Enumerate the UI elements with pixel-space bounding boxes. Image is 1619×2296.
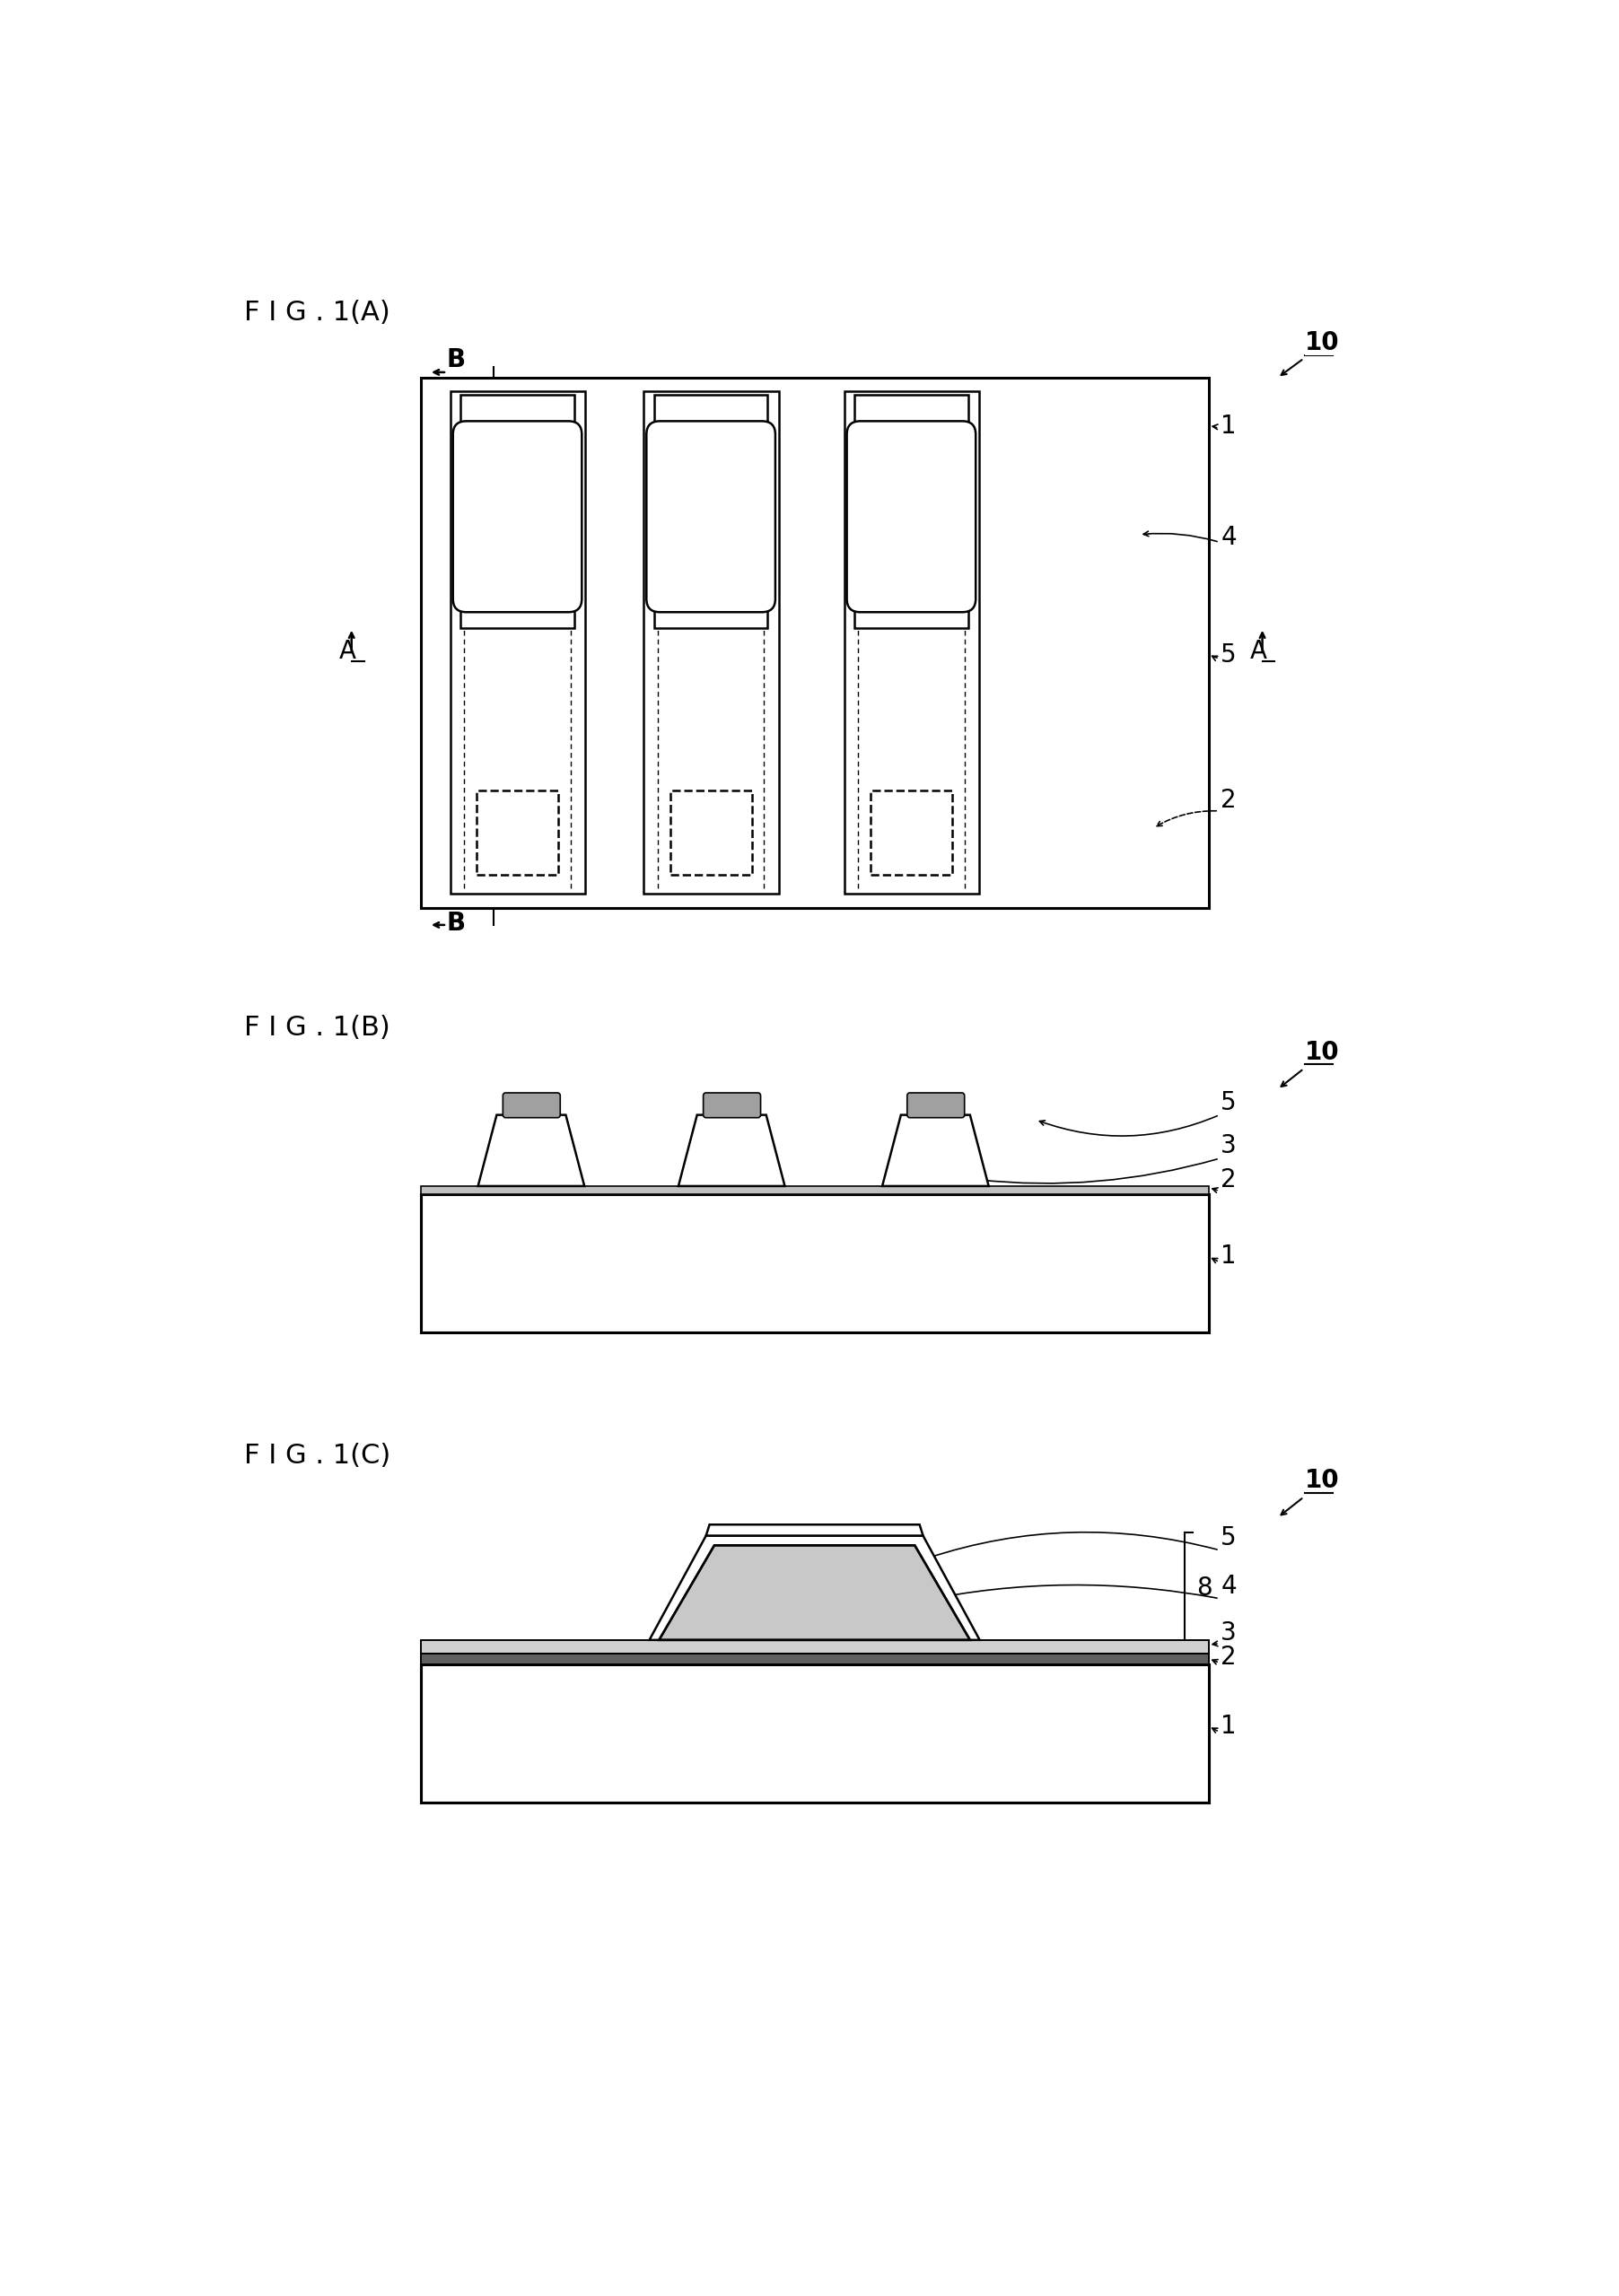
Text: 2: 2 [1221, 788, 1237, 813]
Bar [421, 1194, 1208, 1332]
Polygon shape [706, 1525, 923, 1536]
Bar [421, 1639, 1208, 1653]
Bar [421, 1194, 1208, 1332]
FancyBboxPatch shape [504, 1093, 560, 1118]
Text: A: A [1250, 638, 1268, 664]
Bar [476, 790, 559, 875]
Text: F I G . 1(B): F I G . 1(B) [244, 1015, 390, 1040]
Polygon shape [478, 1116, 584, 1187]
Bar [450, 393, 584, 893]
Text: 1: 1 [1221, 413, 1237, 439]
Polygon shape [882, 1116, 989, 1187]
Bar [461, 395, 575, 627]
Bar [654, 395, 767, 627]
Bar [855, 395, 968, 627]
Polygon shape [678, 1116, 785, 1187]
Text: B: B [447, 347, 466, 372]
Bar [421, 1653, 1208, 1665]
Bar [421, 1665, 1208, 1802]
Text: 5: 5 [1221, 643, 1237, 668]
Text: F I G . 1(A): F I G . 1(A) [244, 301, 390, 326]
Text: B: B [447, 912, 466, 937]
Text: A: A [338, 638, 356, 664]
Text: F I G . 1(C): F I G . 1(C) [244, 1444, 390, 1469]
FancyBboxPatch shape [453, 420, 581, 613]
Text: 10: 10 [1305, 331, 1341, 356]
Bar [421, 1665, 1208, 1802]
FancyBboxPatch shape [847, 420, 976, 613]
FancyBboxPatch shape [907, 1093, 965, 1118]
Bar [843, 393, 979, 893]
Text: 10: 10 [1305, 1040, 1341, 1065]
Bar [698, 1171, 766, 1187]
Bar [421, 1639, 1208, 1653]
Bar [421, 1639, 1208, 1653]
Bar [644, 393, 779, 893]
Text: 2: 2 [1221, 1169, 1237, 1194]
Bar [670, 790, 751, 875]
Bar [900, 1171, 970, 1187]
Bar [421, 1653, 1208, 1665]
Text: 2: 2 [1221, 1644, 1237, 1669]
FancyBboxPatch shape [703, 1093, 761, 1118]
Bar [871, 790, 952, 875]
FancyBboxPatch shape [646, 420, 776, 613]
Text: 3: 3 [1221, 1621, 1237, 1646]
Text: 1: 1 [1221, 1713, 1237, 1738]
Text: 4: 4 [1221, 1575, 1237, 1598]
Text: 10: 10 [1305, 1467, 1341, 1492]
Text: 8: 8 [1196, 1575, 1211, 1600]
Bar [421, 379, 1208, 907]
Bar [421, 1187, 1208, 1194]
Text: 3: 3 [1221, 1134, 1237, 1157]
Polygon shape [649, 1536, 979, 1639]
Text: 1: 1 [1221, 1244, 1237, 1270]
Bar [421, 1194, 1208, 1332]
Text: 5: 5 [1221, 1525, 1237, 1550]
Bar [421, 1665, 1208, 1802]
Bar [421, 1653, 1208, 1665]
Polygon shape [659, 1545, 970, 1639]
Text: 5: 5 [1221, 1091, 1237, 1116]
Bar [497, 1171, 565, 1187]
Text: 4: 4 [1221, 526, 1237, 551]
